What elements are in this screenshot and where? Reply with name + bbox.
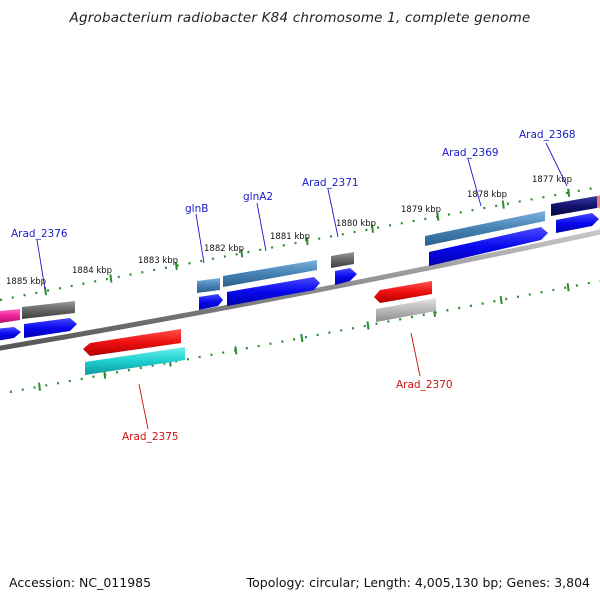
gene-label-arad-2376[interactable]: Arad_2376 — [11, 228, 68, 240]
cds-arrow-arad-2370 — [374, 281, 432, 303]
kbp-label: 1879 kbp — [401, 205, 441, 215]
kbp-label: 1883 kbp — [138, 256, 178, 266]
feature-pink — [0, 309, 20, 323]
major-tick-lower — [38, 382, 42, 391]
kbp-label: 1884 kbp — [72, 266, 112, 276]
cds-arrow-arad-2375 — [83, 329, 181, 356]
gene-label-arad-2370[interactable]: Arad_2370 — [396, 379, 453, 391]
major-tick-upper — [436, 212, 440, 221]
major-tick-upper — [305, 236, 309, 246]
gene-label-arad-2375[interactable]: Arad_2375 — [122, 431, 179, 443]
leader-line-arad-2371 — [327, 188, 339, 238]
upper-feature-band — [0, 195, 600, 323]
major-tick-upper — [240, 249, 244, 258]
leader-line-glnb — [195, 213, 205, 264]
leader-line-arad-2370 — [410, 332, 421, 377]
kbp-label: 1881 kbp — [270, 232, 310, 242]
cds-arrow-arad-2371 — [335, 268, 357, 285]
cds-arrow-glna2 — [227, 277, 320, 306]
leader-line-arad-2368 — [545, 142, 568, 187]
major-tick-lower — [300, 333, 304, 343]
gene-label-arad-2369[interactable]: Arad_2369 — [442, 147, 499, 159]
leader-line-arad-2376 — [36, 239, 46, 290]
major-tick-upper — [501, 200, 505, 209]
cds-arrow-forward — [0, 327, 21, 341]
footer-summary: Topology: circular; Length: 4,005,130 bp… — [246, 575, 590, 590]
kbp-label: 1885 kbp — [6, 277, 46, 287]
feature-salmon — [597, 195, 600, 208]
major-tick-upper — [371, 224, 374, 233]
feature-arad-2368-navy — [551, 196, 597, 216]
upper-tick-track — [0, 185, 600, 302]
feature-arad-2376-gray — [22, 301, 75, 319]
gene-label-glnb[interactable]: glnB — [185, 203, 208, 215]
kbp-label: 1880 kbp — [336, 219, 376, 229]
major-tick-upper — [174, 261, 178, 270]
gene-label-arad-2371[interactable]: Arad_2371 — [302, 177, 359, 189]
feature-arad-2370-silver — [376, 298, 436, 322]
leader-line-glna2 — [256, 202, 267, 252]
major-ticks — [38, 188, 571, 391]
cds-arrow-arad-2368 — [556, 213, 599, 233]
kbp-label: 1877 kbp — [532, 175, 572, 185]
major-tick-lower — [566, 283, 570, 292]
cds-arrow-arad-2369 — [429, 227, 548, 266]
forward-cds-band — [0, 213, 599, 341]
gene-label-glna2[interactable]: glnA2 — [243, 191, 273, 203]
feature-glna2-steel — [223, 260, 317, 287]
feature-arad-2371-gray — [331, 252, 354, 268]
lower-tick-track — [9, 279, 600, 394]
footer-accession: Accession: NC_011985 — [9, 575, 152, 590]
major-tick-lower — [234, 346, 238, 355]
kbp-label: 1882 kbp — [204, 244, 244, 254]
leader-line-arad-2375 — [138, 383, 149, 430]
major-tick-upper — [109, 274, 113, 283]
map-title: Agrobacterium radiobacter K84 chromosome… — [69, 10, 531, 26]
reverse-cds-band — [83, 281, 436, 375]
genome-backbone — [0, 229, 600, 351]
cds-arrow-arad-2376 — [24, 318, 77, 338]
major-tick-lower — [366, 321, 370, 330]
major-tick-upper — [567, 188, 571, 197]
leader-lines — [36, 142, 568, 430]
feature-glnb-steel — [197, 278, 220, 293]
major-tick-lower — [499, 295, 503, 305]
gene-label-arad-2368[interactable]: Arad_2368 — [519, 129, 576, 141]
kbp-label: 1878 kbp — [467, 190, 507, 200]
cds-arrow-glnb — [199, 294, 223, 310]
feature-arad-2369-steel — [425, 211, 545, 246]
feature-arad-2375-cyan — [85, 347, 185, 375]
leader-line-arad-2369 — [467, 158, 482, 207]
